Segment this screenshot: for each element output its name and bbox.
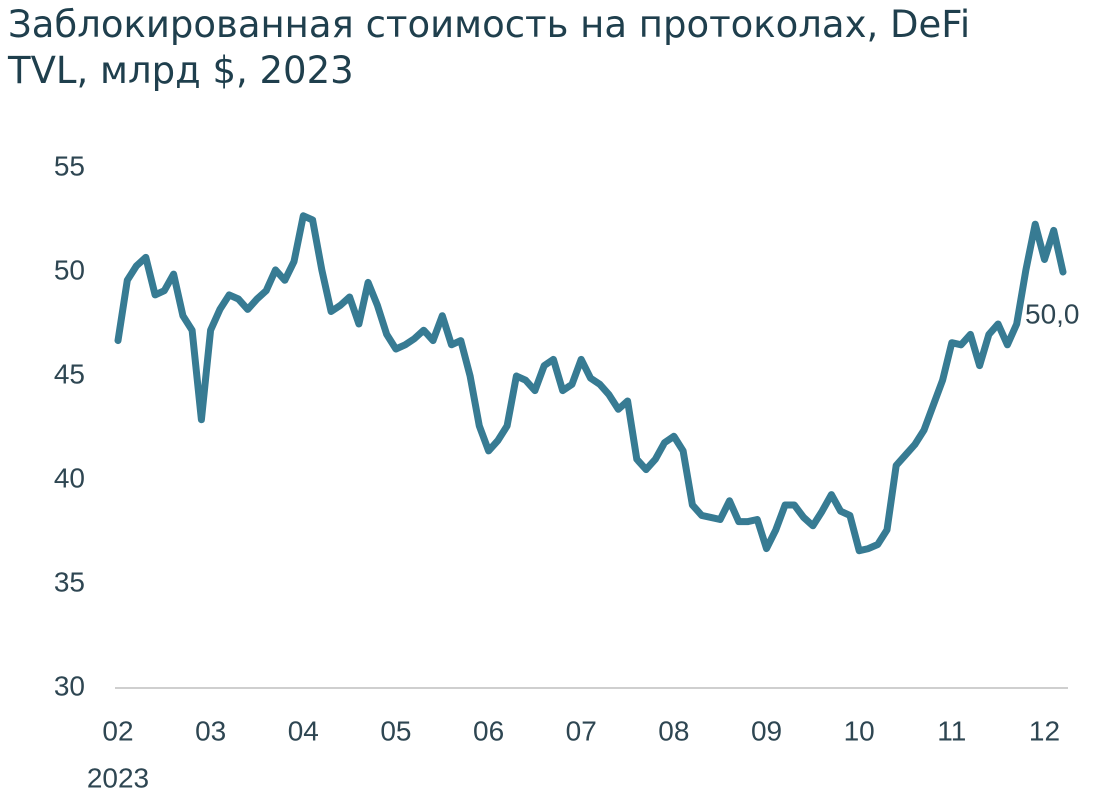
x-sublabel: 2023 — [87, 762, 149, 793]
y-tick-label: 30 — [54, 670, 85, 701]
y-tick-label: 50 — [54, 254, 85, 285]
x-tick-label: 10 — [844, 715, 875, 746]
x-tick-label: 09 — [751, 715, 782, 746]
data-line — [114, 212, 1067, 555]
x-tick-label: 05 — [380, 715, 411, 746]
y-tick-label: 55 — [54, 150, 85, 181]
y-tick-label: 35 — [54, 566, 85, 597]
last-value-label: 50,0 — [1025, 298, 1080, 329]
x-tick-label: 06 — [473, 715, 504, 746]
x-tick-label: 12 — [1029, 715, 1060, 746]
x-tick-label: 07 — [566, 715, 597, 746]
x-tick-label: 08 — [658, 715, 689, 746]
x-tick-label: 03 — [195, 715, 226, 746]
y-tick-label: 40 — [54, 462, 85, 493]
x-tick-label: 02 — [102, 715, 133, 746]
x-tick-label: 04 — [288, 715, 319, 746]
y-tick-label: 45 — [54, 358, 85, 389]
chart-title: Заблокированная стоимость на протоколах,… — [8, 3, 971, 92]
x-tick-label: 11 — [937, 715, 966, 746]
